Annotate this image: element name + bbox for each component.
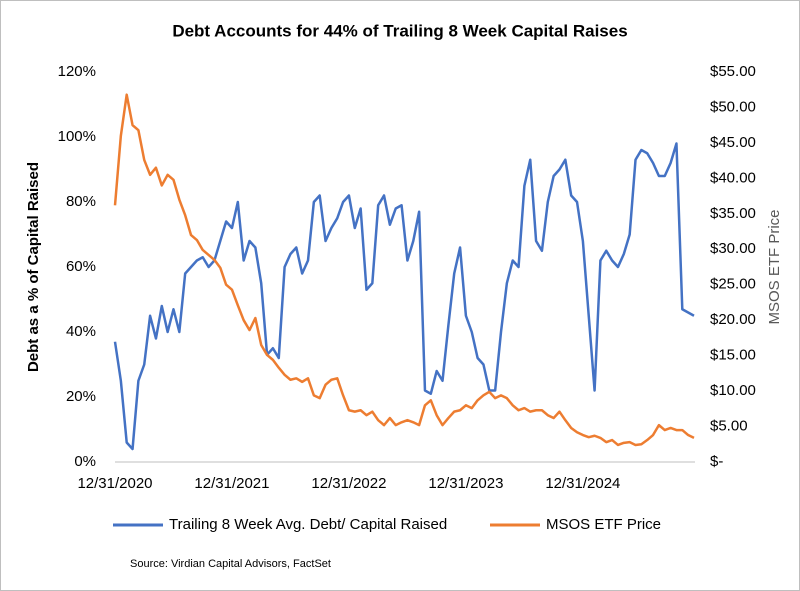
y-tick-label: 120% xyxy=(58,63,96,80)
y2-tick-label: $5.00 xyxy=(710,418,748,435)
y-tick-label: 20% xyxy=(66,388,96,405)
y-tick-label: 80% xyxy=(66,193,96,210)
y2-tick-label: $30.00 xyxy=(710,240,756,257)
y2-axis-title: MSOS ETF Price xyxy=(766,209,783,324)
series-line xyxy=(113,142,695,451)
x-tick-label: 12/31/2021 xyxy=(194,475,269,492)
y2-tick-label: $- xyxy=(710,453,723,470)
x-tick-label: 12/31/2022 xyxy=(311,475,386,492)
y2-tick-label: $40.00 xyxy=(710,169,756,186)
source-note: Source: Virdian Capital Advisors, FactSe… xyxy=(130,558,331,570)
y2-tick-label: $35.00 xyxy=(710,205,756,222)
y-tick-label: 40% xyxy=(66,323,96,340)
y2-tick-label: $15.00 xyxy=(710,347,756,364)
y-tick-label: 0% xyxy=(74,453,96,470)
x-tick-label: 12/31/2023 xyxy=(428,475,503,492)
x-tick-label: 12/31/2024 xyxy=(545,475,620,492)
legend-label: MSOS ETF Price xyxy=(546,516,661,533)
y-axis-title: Debt as a % of Capital Raised xyxy=(25,162,42,372)
y2-tick-label: $20.00 xyxy=(710,311,756,328)
y2-tick-label: $25.00 xyxy=(710,276,756,293)
y-tick-label: 100% xyxy=(58,128,96,145)
series-line xyxy=(113,93,695,447)
y2-tick-label: $55.00 xyxy=(710,63,756,80)
y2-tick-label: $50.00 xyxy=(710,98,756,115)
chart-title: Debt Accounts for 44% of Trailing 8 Week… xyxy=(172,21,627,40)
y2-tick-label: $10.00 xyxy=(710,382,756,399)
x-tick-label: 12/31/2020 xyxy=(77,475,152,492)
legend-label: Trailing 8 Week Avg. Debt/ Capital Raise… xyxy=(169,516,447,533)
y-tick-label: 60% xyxy=(66,258,96,275)
y2-tick-label: $45.00 xyxy=(710,134,756,151)
